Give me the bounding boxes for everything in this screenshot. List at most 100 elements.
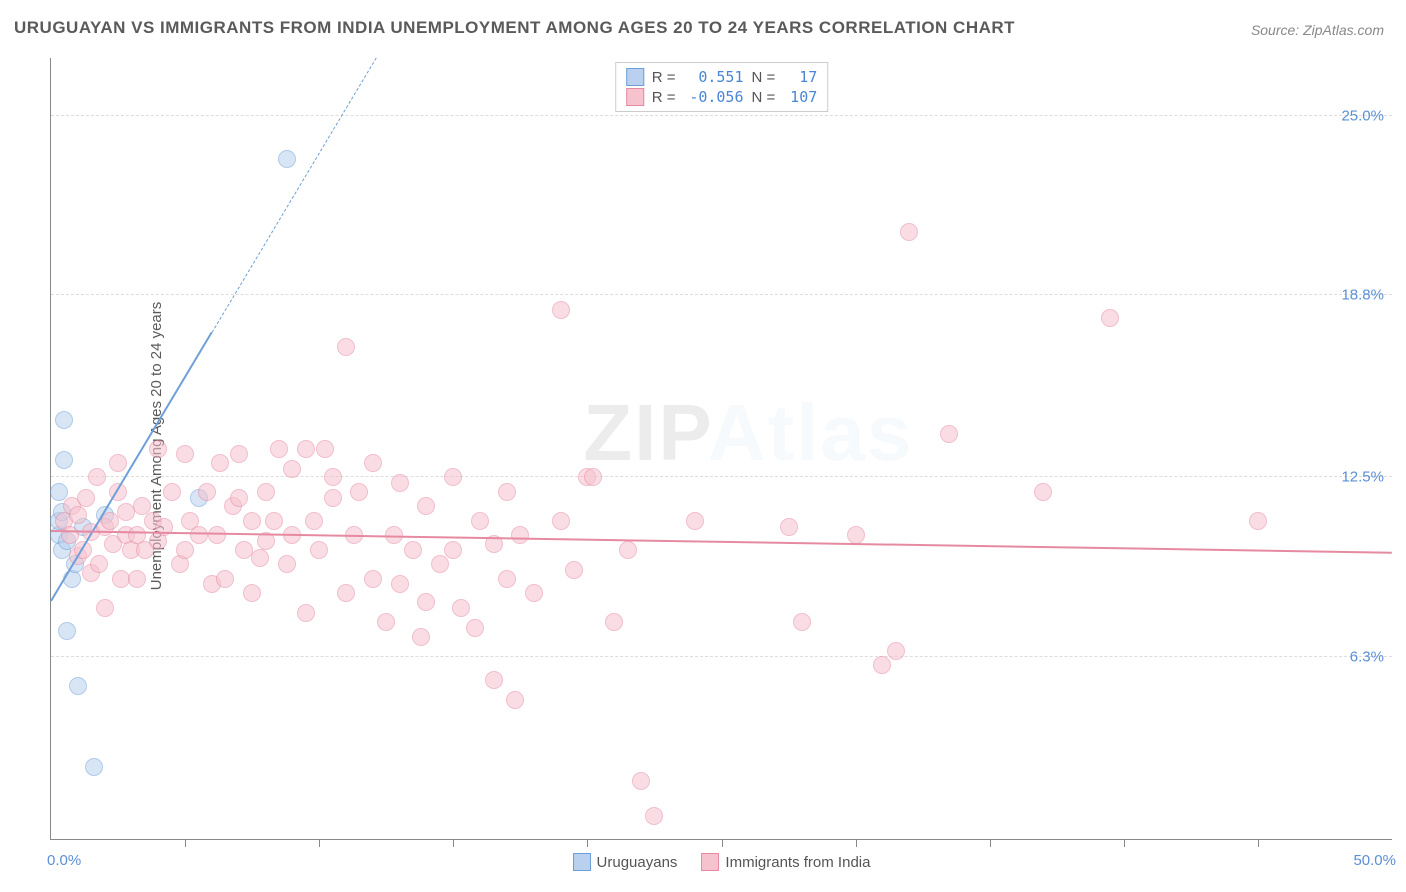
n-value: 107 (783, 88, 817, 106)
data-point (324, 468, 342, 486)
data-point (278, 555, 296, 573)
data-point (243, 584, 261, 602)
data-point (552, 512, 570, 530)
x-tick (856, 839, 857, 847)
data-point (417, 593, 435, 611)
x-tick (453, 839, 454, 847)
data-point (216, 570, 234, 588)
data-point (605, 613, 623, 631)
legend-swatch (701, 853, 719, 871)
data-point (444, 468, 462, 486)
data-point (847, 526, 865, 544)
n-label: N = (752, 69, 776, 86)
data-point (887, 642, 905, 660)
x-tick (990, 839, 991, 847)
data-point (55, 411, 73, 429)
plot-area: ZIPAtlas R =0.551N =17R =-0.056N =107 Ur… (50, 58, 1392, 840)
y-tick-label: 25.0% (1341, 107, 1384, 124)
watermark: ZIPAtlas (583, 387, 913, 479)
series-swatch (626, 88, 644, 106)
data-point (686, 512, 704, 530)
data-point (337, 584, 355, 602)
n-label: N = (752, 89, 776, 106)
data-point (96, 599, 114, 617)
r-label: R = (652, 69, 676, 86)
data-point (466, 619, 484, 637)
trend-line-extrapolated (211, 57, 376, 332)
x-tick (1124, 839, 1125, 847)
data-point (511, 526, 529, 544)
data-point (444, 541, 462, 559)
gridline (51, 476, 1392, 477)
y-tick-label: 12.5% (1341, 469, 1384, 486)
n-value: 17 (783, 68, 817, 86)
data-point (391, 474, 409, 492)
x-tick (587, 839, 588, 847)
data-point (485, 671, 503, 689)
data-point (498, 483, 516, 501)
data-point (69, 677, 87, 695)
data-point (257, 483, 275, 501)
data-point (364, 454, 382, 472)
data-point (198, 483, 216, 501)
data-point (364, 570, 382, 588)
r-value: -0.056 (684, 88, 744, 106)
data-point (128, 570, 146, 588)
data-point (452, 599, 470, 617)
data-point (391, 575, 409, 593)
gridline (51, 656, 1392, 657)
data-point (1034, 483, 1052, 501)
data-point (498, 570, 516, 588)
data-point (149, 440, 167, 458)
data-point (297, 604, 315, 622)
watermark-atlas: Atlas (708, 388, 914, 477)
data-point (525, 584, 543, 602)
y-tick-label: 18.8% (1341, 287, 1384, 304)
chart-title: URUGUAYAN VS IMMIGRANTS FROM INDIA UNEMP… (14, 18, 1015, 38)
data-point (230, 445, 248, 463)
legend-label: Immigrants from India (725, 854, 870, 871)
data-point (471, 512, 489, 530)
source-attribution: Source: ZipAtlas.com (1251, 22, 1384, 38)
legend-swatch (573, 853, 591, 871)
data-point (163, 483, 181, 501)
data-point (324, 489, 342, 507)
data-point (283, 460, 301, 478)
watermark-zip: ZIP (583, 388, 708, 477)
data-point (584, 468, 602, 486)
data-point (208, 526, 226, 544)
data-point (350, 483, 368, 501)
x-tick (185, 839, 186, 847)
legend: Uruguayans Immigrants from India (573, 853, 871, 871)
data-point (109, 454, 127, 472)
data-point (278, 150, 296, 168)
correlation-stats-box: R = 0.551 N = 17 R = -0.056 N = 107 (615, 62, 829, 112)
data-point (77, 489, 95, 507)
data-point (61, 526, 79, 544)
data-point (50, 483, 68, 501)
data-point (1101, 309, 1119, 327)
r-value: 0.551 (684, 68, 744, 86)
data-point (85, 758, 103, 776)
data-point (619, 541, 637, 559)
data-point (297, 440, 315, 458)
data-point (265, 512, 283, 530)
data-point (1249, 512, 1267, 530)
data-point (88, 468, 106, 486)
data-point (176, 541, 194, 559)
data-point (565, 561, 583, 579)
data-point (310, 541, 328, 559)
data-point (552, 301, 570, 319)
legend-item: Uruguayans (573, 853, 678, 871)
data-point (900, 223, 918, 241)
data-point (190, 526, 208, 544)
series-swatch (626, 68, 644, 86)
data-point (270, 440, 288, 458)
x-tick (1258, 839, 1259, 847)
r-label: R = (652, 89, 676, 106)
data-point (404, 541, 422, 559)
data-point (230, 489, 248, 507)
legend-item: Immigrants from India (701, 853, 870, 871)
data-point (58, 622, 76, 640)
data-point (417, 497, 435, 515)
